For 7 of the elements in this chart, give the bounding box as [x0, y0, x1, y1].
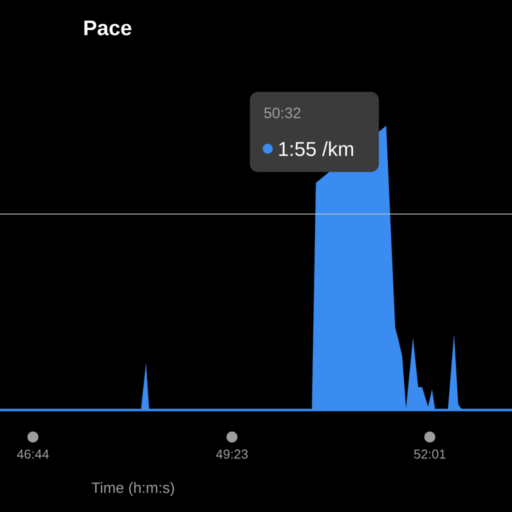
- annotation: 1:55 /km: [279, 141, 354, 156]
- text: 50:32: [264, 108, 300, 118]
- chart-title: Pace: [84, 20, 132, 36]
- x-axis-title: Time (h:m:s): [92, 482, 174, 496]
- x-tick-label: 52:01: [414, 450, 446, 459]
- x-tick-label: 49:23: [216, 450, 248, 459]
- x-tick-label: 46:44: [17, 450, 49, 459]
